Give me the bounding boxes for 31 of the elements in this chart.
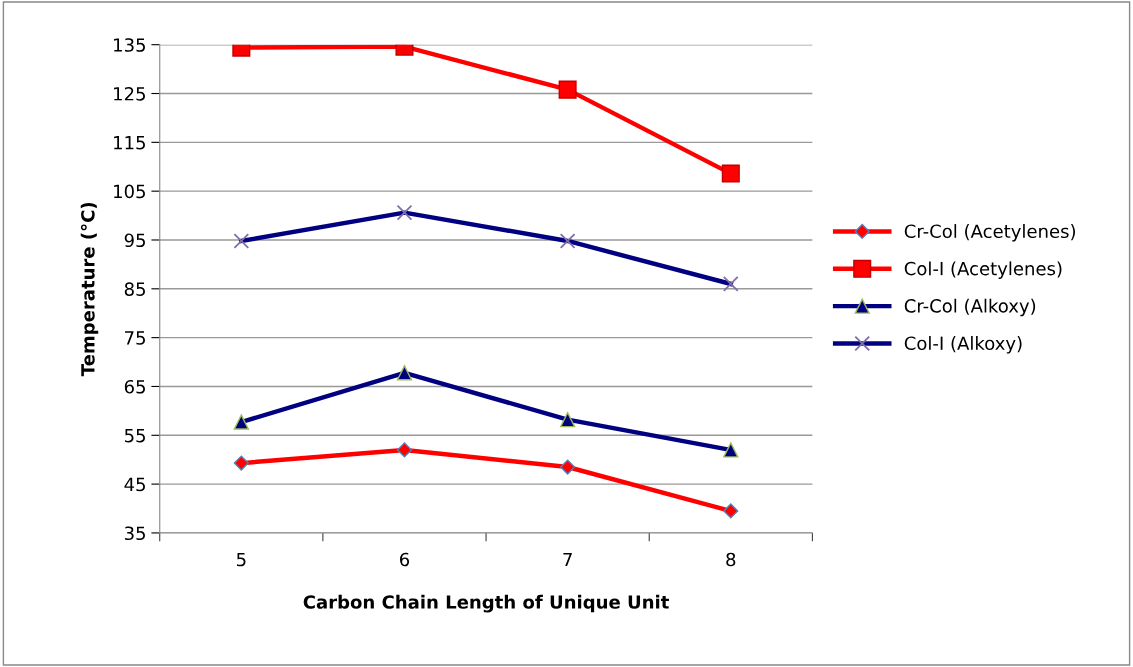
legend-label: Cr-Col (Alkoxy) (904, 298, 1036, 317)
y-tick-label: 85 (124, 282, 145, 296)
y-tick-label: 75 (125, 331, 145, 345)
y-tick-label: 125 (114, 86, 145, 101)
x-tick-label: 5 (236, 552, 246, 567)
point (396, 442, 413, 458)
point (560, 459, 576, 475)
legend-label: Cr-Col (Acetylenes) (904, 224, 1076, 242)
legend-label: Col-I (Alkoxy) (904, 336, 1022, 354)
x-tick-label: 6 (400, 552, 410, 567)
y-tick-label: 55 (124, 428, 145, 443)
y-tick-label: 65 (124, 379, 145, 394)
point (233, 455, 249, 471)
point (559, 412, 576, 428)
x-tick-label: 8 (726, 552, 736, 567)
point (723, 442, 739, 458)
x-tick-label: 7 (563, 552, 572, 567)
y-tick-label: 115 (114, 136, 145, 150)
point (723, 503, 739, 519)
point (558, 80, 577, 99)
y-tick-label: 135 (114, 38, 145, 52)
y-tick-label: 35 (124, 526, 145, 541)
point (396, 365, 413, 381)
y-tick-label: 95 (124, 233, 145, 248)
point (233, 414, 249, 430)
y-axis-title: Temperature (°C) (80, 202, 99, 377)
point (721, 164, 740, 183)
y-tick-label: 105 (114, 184, 145, 199)
x-axis-title: Carbon Chain Length of Unique Unit (303, 594, 669, 613)
legend-label: Col-I (Acetylenes) (904, 261, 1062, 279)
y-tick-label: 45 (124, 477, 145, 492)
